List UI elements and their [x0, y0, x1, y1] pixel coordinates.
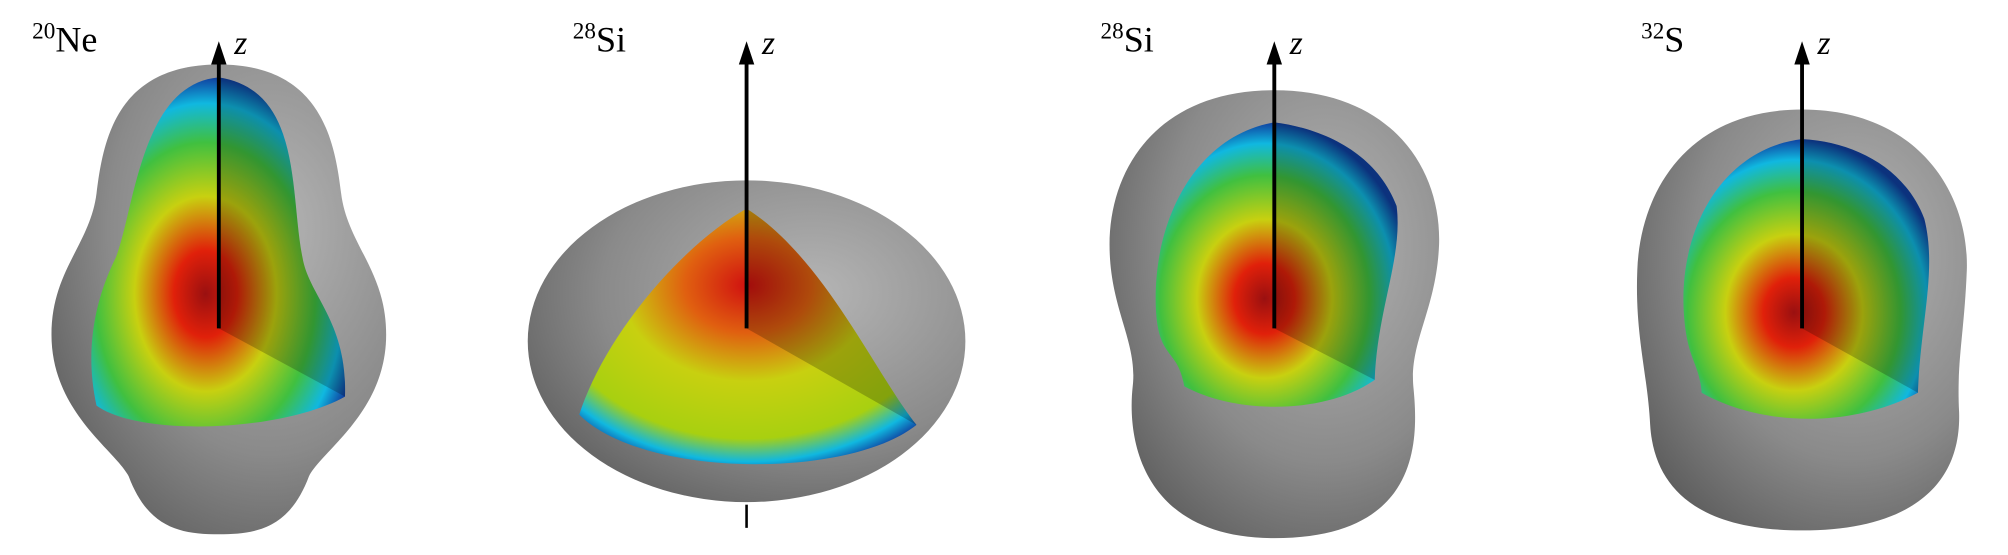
arrow [738, 41, 755, 65]
panel-ne: 20Ne z [32, 19, 387, 535]
arrow [211, 41, 227, 65]
nucleus-label: 28Si [1101, 19, 1154, 60]
shade [218, 77, 346, 397]
axis-label: z [761, 25, 775, 62]
arrow [1794, 41, 1810, 65]
shade [1274, 122, 1398, 380]
panel-si-oblate: 28Si z [527, 19, 966, 528]
panel-s: 32S z [1636, 19, 1967, 531]
axis-label: z [1289, 25, 1303, 62]
nucleus-label: 20Ne [32, 19, 97, 60]
shade [1802, 139, 1930, 393]
density-cut [1683, 139, 1930, 419]
density-cut [1155, 122, 1398, 407]
nucleus-label: 28Si [573, 19, 626, 60]
axis-label: z [1816, 25, 1830, 62]
arrow [1266, 41, 1283, 65]
nucleus-label: 32S [1641, 19, 1684, 60]
axis-label: z [233, 25, 247, 62]
density-cut [579, 208, 917, 465]
shade [746, 208, 917, 425]
panel-si-prolate: 28Si z [1101, 19, 1440, 539]
